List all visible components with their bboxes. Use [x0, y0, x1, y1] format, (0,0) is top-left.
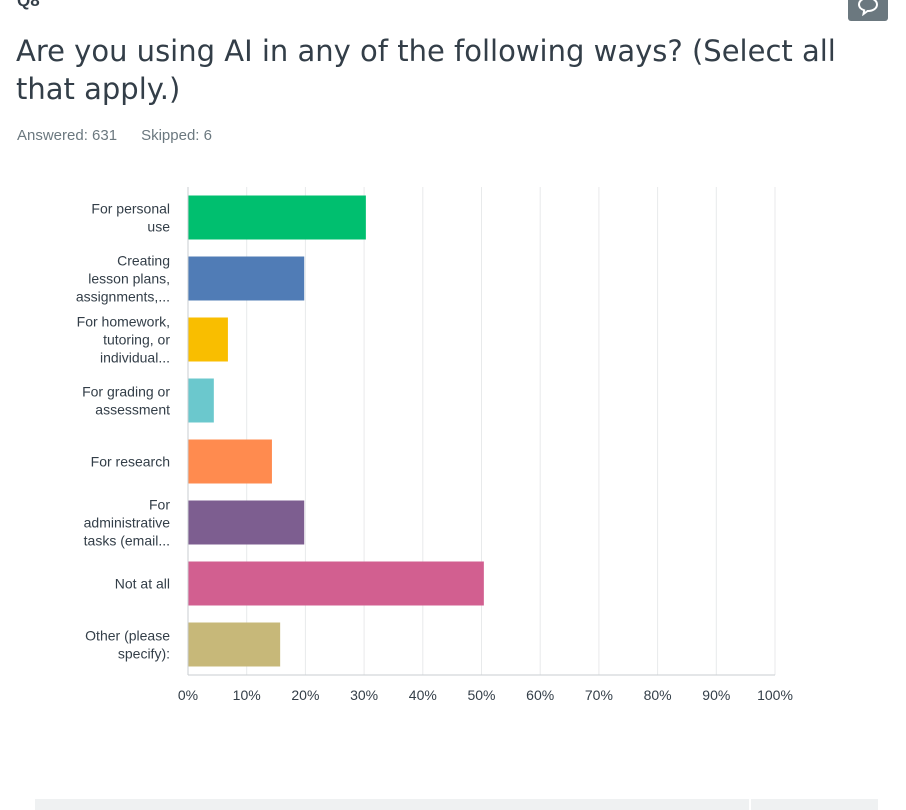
category-label: For administrative tasks (email...	[84, 497, 171, 549]
answered-count: Answered: 631	[17, 127, 118, 144]
tick-label: 80%	[644, 687, 672, 703]
bar-2	[188, 256, 305, 301]
category-label: Other (please specify):	[85, 628, 170, 662]
tick-label: 50%	[467, 687, 495, 703]
tick-label: 10%	[233, 687, 261, 703]
bar-chart: For personal use Creating lesson plans, assi…	[76, 187, 793, 703]
footer-bar	[35, 799, 878, 810]
skipped-count: Skipped: 6	[141, 127, 212, 144]
bar-7	[188, 561, 484, 606]
response-stats: Answered: 631 Skipped: 6	[17, 127, 212, 144]
category-label: For personal use	[91, 201, 170, 235]
tick-label: 20%	[291, 687, 319, 703]
tick-label: 70%	[585, 687, 613, 703]
bar-3	[188, 317, 228, 362]
footer-divider	[749, 799, 751, 810]
tick-label: 30%	[350, 687, 378, 703]
tick-label: 60%	[526, 687, 554, 703]
category-label: For homework, tutoring, or individual...	[77, 314, 171, 366]
tick-label: 0%	[178, 687, 198, 703]
comment-button[interactable]	[848, 0, 888, 21]
bar-1	[188, 195, 366, 240]
category-label: For research	[91, 454, 170, 470]
question-number: Q8	[17, 0, 40, 10]
category-label: For grading or assessment	[82, 384, 170, 418]
speech-bubble-icon	[857, 0, 879, 16]
bar-8	[188, 622, 281, 667]
tick-label: 90%	[702, 687, 730, 703]
category-label: Creating lesson plans, assignments,...	[76, 253, 170, 305]
bar-5	[188, 439, 272, 484]
bar-6	[188, 500, 305, 545]
category-label: Not at all	[115, 576, 170, 592]
bar-4	[188, 378, 214, 423]
question-title: Are you using AI in any of the following…	[16, 34, 836, 106]
tick-label: 100%	[757, 687, 793, 703]
tick-label: 40%	[409, 687, 437, 703]
